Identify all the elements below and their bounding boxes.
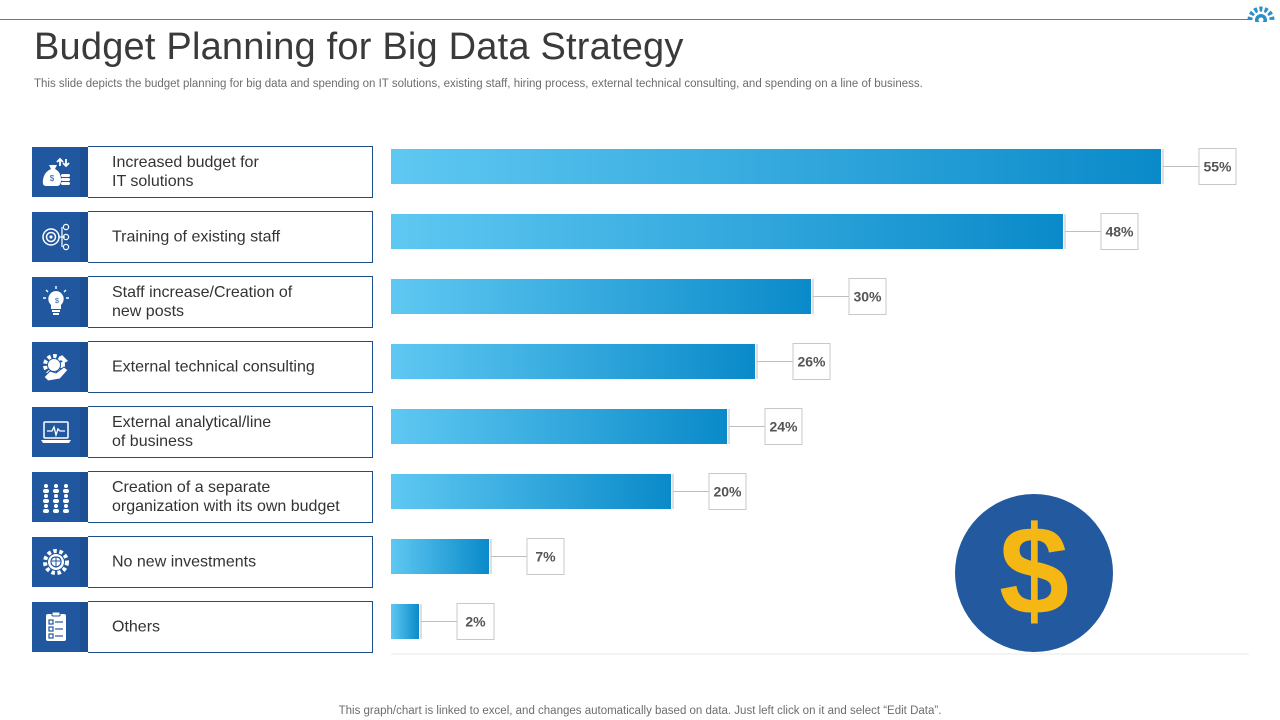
- gear-hand-icon: [43, 354, 69, 382]
- legend-row-it-solutions: $ Increased budget for IT solutions: [32, 146, 373, 198]
- legend-row-training: Training of existing staff: [32, 211, 373, 263]
- svg-text:$: $: [50, 174, 55, 183]
- value-label-box-6: [708, 473, 747, 510]
- value-label-7: 7%: [535, 549, 556, 565]
- value-label-6: 20%: [713, 484, 742, 500]
- page-title: Budget Planning for Big Data Strategy: [34, 26, 684, 68]
- bar-7: [391, 539, 489, 574]
- footer-note: This graph/chart is linked to excel, and…: [338, 705, 942, 717]
- legend-label-it-solutions: Increased budget for IT solutions: [112, 154, 259, 190]
- target-network-icon: [42, 223, 70, 251]
- people-grid-icon: [43, 484, 69, 513]
- value-label-2: 48%: [1105, 224, 1134, 240]
- legend-label-others: Others: [112, 618, 161, 636]
- value-label-box-4: [792, 343, 831, 380]
- value-label-box-1: [1198, 148, 1237, 185]
- bar-4: [391, 344, 755, 379]
- value-label-box-3: [848, 278, 887, 315]
- svg-text:$: $: [999, 500, 1069, 641]
- svg-text:$: $: [55, 298, 59, 305]
- value-label-4: 26%: [797, 354, 826, 370]
- legend-label-no-investments: No new investments: [112, 553, 257, 571]
- value-label-1: 55%: [1203, 159, 1232, 175]
- value-label-3: 30%: [853, 289, 882, 305]
- bar-3: [391, 279, 811, 314]
- bar-1: [391, 149, 1161, 184]
- value-label-box-7: [526, 538, 565, 575]
- legend-row-no-investments: No new investments: [32, 536, 373, 588]
- top-divider-line: [0, 19, 1250, 20]
- bar-8: [391, 604, 419, 639]
- legend-label-training: Training of existing staff: [112, 228, 281, 246]
- value-label-5: 24%: [769, 419, 798, 435]
- legend-label-analytical: External analytical/line of business: [112, 414, 272, 450]
- value-label-8: 2%: [465, 614, 486, 630]
- gear-icon: [1247, 6, 1275, 22]
- bar-5: [391, 409, 727, 444]
- legend-row-others: Others: [32, 601, 373, 653]
- dollar-coin-icon: $: [955, 494, 1113, 652]
- legend-row-technical-consulting: External technical consulting: [32, 341, 373, 393]
- page-subtitle: This slide depicts the budget planning f…: [34, 78, 923, 90]
- legend-row-staff-increase: $ Staff increase/Creation of new posts: [32, 276, 373, 328]
- legend-label-staff-increase: Staff increase/Creation of new posts: [112, 284, 293, 320]
- laptop-pulse-icon: [41, 421, 71, 443]
- lightbulb-icon: $: [43, 286, 69, 315]
- value-label-box-2: [1100, 213, 1139, 250]
- legend-row-separate-organization: Creation of a separate organization with…: [32, 471, 373, 523]
- value-label-box-8: [456, 603, 495, 640]
- money-bag-icon: $: [42, 157, 70, 186]
- bar-6: [391, 474, 671, 509]
- bar-2: [391, 214, 1063, 249]
- value-label-box-5: [764, 408, 803, 445]
- legend-label-technical-consulting: External technical consulting: [112, 358, 315, 376]
- bar-chart: 55% 48% 30% 26% 24% 20% 7% 2%: [391, 148, 1249, 655]
- brain-gear-icon: [43, 549, 69, 575]
- legend-label-separate-organization: Creation of a separate organization with…: [112, 479, 340, 515]
- legend-row-analytical: External analytical/line of business: [32, 406, 373, 458]
- checklist-icon: [46, 611, 66, 641]
